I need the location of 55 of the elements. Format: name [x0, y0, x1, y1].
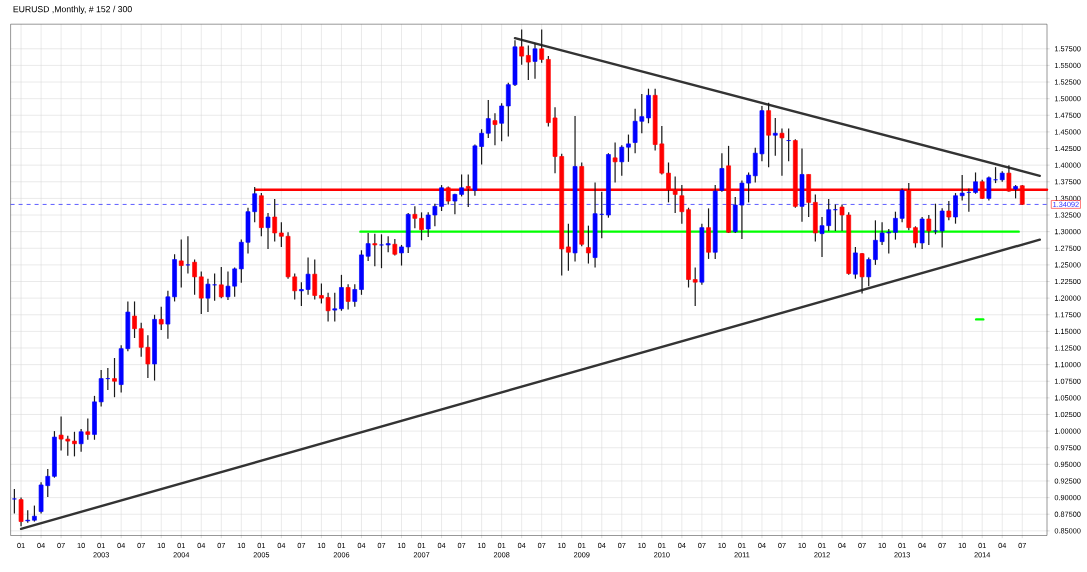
- chart-title: EURUSD ,Monthly, # 152 / 300: [13, 5, 132, 14]
- candlestick: [72, 431, 77, 457]
- candlestick: [779, 127, 785, 177]
- candlestick: [492, 112, 498, 146]
- candlestick: [205, 278, 211, 313]
- candlestick: [379, 233, 384, 269]
- candlestick: [926, 214, 932, 246]
- candlestick: [372, 233, 378, 267]
- candlestick: [539, 28, 545, 64]
- candlestick: [218, 266, 224, 299]
- candlestick: [352, 283, 358, 308]
- candlestick: [158, 306, 164, 331]
- candlestick: [619, 144, 625, 177]
- candlestick: [272, 198, 278, 243]
- candlestick: [986, 175, 992, 201]
- candlestick: [692, 266, 698, 307]
- candlestick: [332, 292, 338, 322]
- candlestick: [866, 256, 872, 287]
- candlestick: [959, 174, 965, 201]
- candlestick: [525, 44, 531, 81]
- candlestick: [612, 141, 618, 184]
- candlestick: [12, 488, 17, 515]
- candlestick: [586, 225, 591, 265]
- candlestick: [198, 270, 204, 315]
- candlestick: [532, 42, 538, 80]
- candlestick: [566, 223, 571, 272]
- candlestick: [399, 244, 404, 267]
- candlestick: [78, 428, 84, 453]
- candlestick: [85, 417, 91, 441]
- candlestick: [312, 258, 318, 301]
- candlestick: [919, 216, 925, 250]
- candlestick: [939, 207, 945, 249]
- candlestick: [265, 212, 271, 250]
- candlestick: [345, 283, 351, 311]
- candlestick: [519, 28, 524, 66]
- candlestick: [485, 99, 491, 139]
- candlestick: [185, 235, 191, 275]
- candlestick: [853, 246, 858, 280]
- candlestick: [913, 225, 918, 249]
- candlestick: [192, 258, 197, 296]
- candlestick: [178, 239, 184, 289]
- candlestick: [933, 203, 938, 235]
- candlestick: [953, 192, 958, 225]
- candlestick: [339, 274, 344, 312]
- candlestick: [772, 117, 778, 157]
- candlestick: [973, 171, 978, 195]
- candlestick: [646, 88, 651, 124]
- candlestick: [18, 497, 24, 527]
- candlestick: [98, 369, 104, 408]
- candlestick: [946, 200, 952, 221]
- candlestick: [859, 252, 865, 295]
- candlestick: [112, 357, 117, 398]
- candlestick: [132, 300, 137, 339]
- candlestick: [626, 133, 631, 163]
- candlestick: [499, 102, 504, 142]
